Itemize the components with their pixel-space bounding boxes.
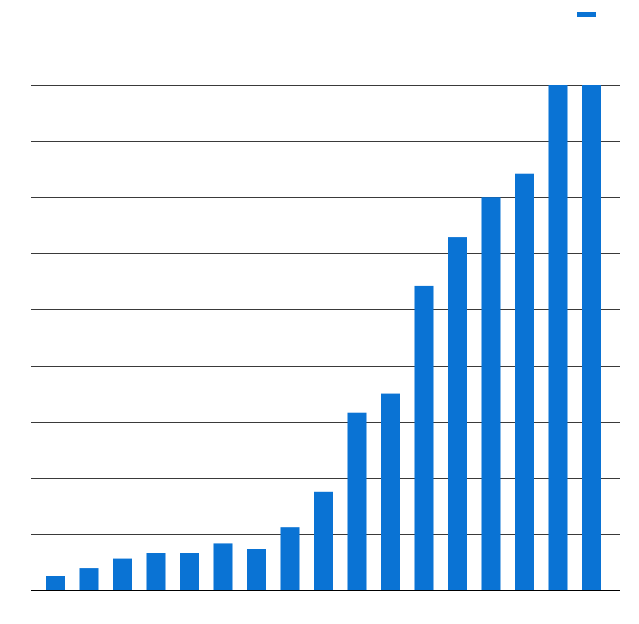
bar-3: [113, 558, 132, 590]
bar-17: [582, 85, 601, 590]
bar-5: [180, 553, 199, 590]
bar-12: [414, 285, 434, 590]
legend: [577, 12, 596, 17]
bar-7: [247, 549, 266, 590]
grid-layer: [31, 85, 620, 591]
bar-8: [280, 527, 300, 590]
bars-layer: [46, 85, 601, 590]
bar-4: [146, 553, 166, 590]
bar-6: [213, 543, 233, 590]
bar-9: [314, 491, 333, 590]
bar-1: [46, 576, 65, 590]
bar-13: [448, 237, 467, 590]
legend-swatch: [577, 12, 596, 17]
bar-15: [515, 173, 534, 590]
bar-10: [347, 412, 367, 590]
bar-16: [548, 85, 568, 590]
bar-2: [79, 568, 99, 590]
bar-11: [381, 393, 400, 590]
bar-14: [481, 197, 501, 590]
